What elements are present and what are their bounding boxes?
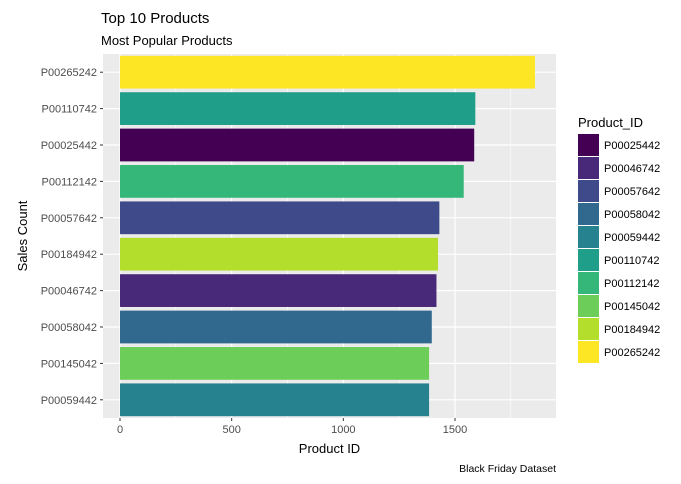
x-axis-ticks: 0 500 1000 1500 [117, 418, 467, 436]
y-tick-label: P00059442 [41, 395, 97, 407]
legend-swatch [578, 203, 599, 225]
bars [120, 55, 535, 417]
legend-swatch [578, 318, 599, 340]
bar [120, 347, 430, 380]
legend-label: P00110742 [604, 255, 659, 267]
legend-label: P00145042 [604, 301, 660, 313]
x-tick-label: 0 [117, 424, 123, 436]
chart-title: Top 10 Products [101, 10, 209, 27]
legend-label: P00059442 [604, 232, 660, 244]
y-tick-label: P00112142 [42, 176, 97, 188]
y-tick-label: P00025442 [41, 140, 97, 152]
legend-label: P00057642 [604, 186, 660, 198]
bar [120, 128, 475, 162]
chart-caption: Black Friday Dataset [459, 463, 556, 475]
y-axis-title: Sales Count [15, 200, 30, 271]
x-tick-label: 1000 [331, 424, 355, 436]
bar [120, 201, 440, 235]
y-tick-label: P00058042 [41, 322, 97, 334]
y-axis-ticks: P00265242 P00110742 P00025442 P00112142 P000… [41, 67, 103, 407]
bar [120, 274, 437, 307]
bar [120, 237, 439, 271]
legend-swatch [578, 341, 599, 363]
y-tick-label: P00145042 [41, 358, 97, 370]
x-tick-label: 1500 [443, 424, 467, 436]
chart-subtitle: Most Popular Products [101, 33, 233, 48]
bar [120, 310, 432, 344]
bar [120, 55, 535, 89]
bar [120, 92, 476, 125]
x-axis-title: Product ID [299, 441, 360, 456]
y-tick-label: P00110742 [42, 104, 97, 116]
legend-label: P00112142 [604, 278, 659, 290]
y-tick-label: P00057642 [41, 213, 97, 225]
legend-swatch [578, 295, 599, 317]
bar [120, 383, 430, 417]
legend-label: P00184942 [604, 324, 660, 336]
legend-swatch [578, 249, 599, 271]
legend-label: P00025442 [604, 140, 660, 152]
y-tick-label: P00265242 [41, 67, 97, 79]
x-tick-label: 500 [222, 424, 240, 436]
legend-swatch [578, 180, 599, 202]
legend-label: P00046742 [604, 163, 660, 175]
bar [120, 165, 464, 198]
legend: P00025442 P00046742 P00057642 P00058042 P000… [578, 134, 660, 363]
legend-label: P00058042 [604, 209, 660, 221]
legend-title: Product_ID [578, 115, 643, 130]
legend-swatch [578, 226, 599, 248]
y-tick-label: P00184942 [41, 249, 97, 261]
legend-swatch [578, 272, 599, 294]
legend-swatch [578, 134, 599, 156]
legend-swatch [578, 157, 599, 179]
y-tick-label: P00046742 [41, 286, 97, 298]
legend-label: P00265242 [604, 347, 660, 359]
